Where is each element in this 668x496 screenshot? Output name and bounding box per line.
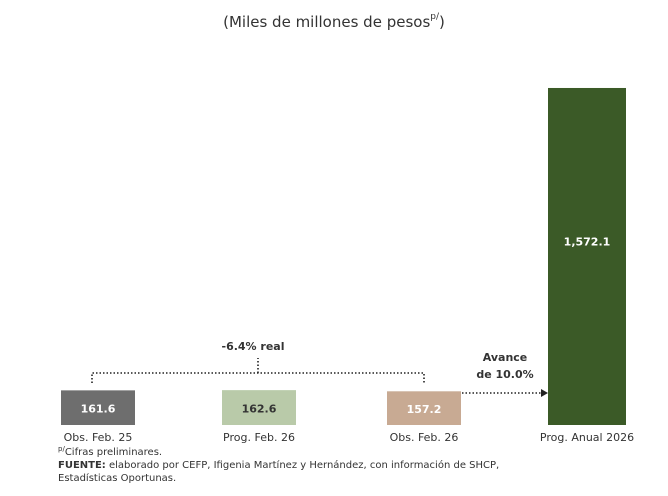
bracket [91, 358, 542, 394]
progress-label: Avance [483, 351, 528, 364]
source-label: FUENTE: [58, 460, 106, 471]
title-close: ) [439, 13, 445, 31]
title-sup: p/ [430, 12, 440, 22]
footnote-text: Cifras preliminares. [65, 447, 162, 458]
x-tick-label: Prog. Feb. 26 [223, 431, 295, 444]
value-label: 1,572.1 [564, 235, 611, 248]
change-label: -6.4% real [222, 340, 285, 353]
value-label: 157.2 [407, 403, 442, 416]
x-tick-label: Obs. Feb. 25 [64, 431, 133, 444]
title-main: (Miles de millones de pesos [223, 13, 430, 31]
progress-label: de 10.0% [476, 368, 533, 381]
value-label: 162.6 [242, 403, 277, 416]
bar [548, 87, 626, 425]
source-text: elaborado por CEFP, Ifigenia Martínez y … [106, 459, 499, 471]
arrow-head [541, 389, 548, 397]
value-label: 161.6 [81, 403, 116, 416]
footnote-sup: p/ [58, 445, 65, 453]
bracket-line [91, 372, 425, 383]
source: FUENTE: elaborado por CEFP, Ifigenia Mar… [58, 459, 499, 471]
chart-title: (Miles de millones de pesosp/) [223, 12, 445, 31]
x-tick-label: Prog. Anual 2026 [540, 431, 634, 444]
bar [61, 390, 135, 425]
x-tick-label: Obs. Feb. 26 [390, 431, 459, 444]
source-text: Estadísticas Oportunas. [58, 472, 176, 484]
bar [387, 391, 461, 425]
footnote: p/Cifras preliminares. [58, 445, 162, 458]
bar [222, 390, 296, 425]
